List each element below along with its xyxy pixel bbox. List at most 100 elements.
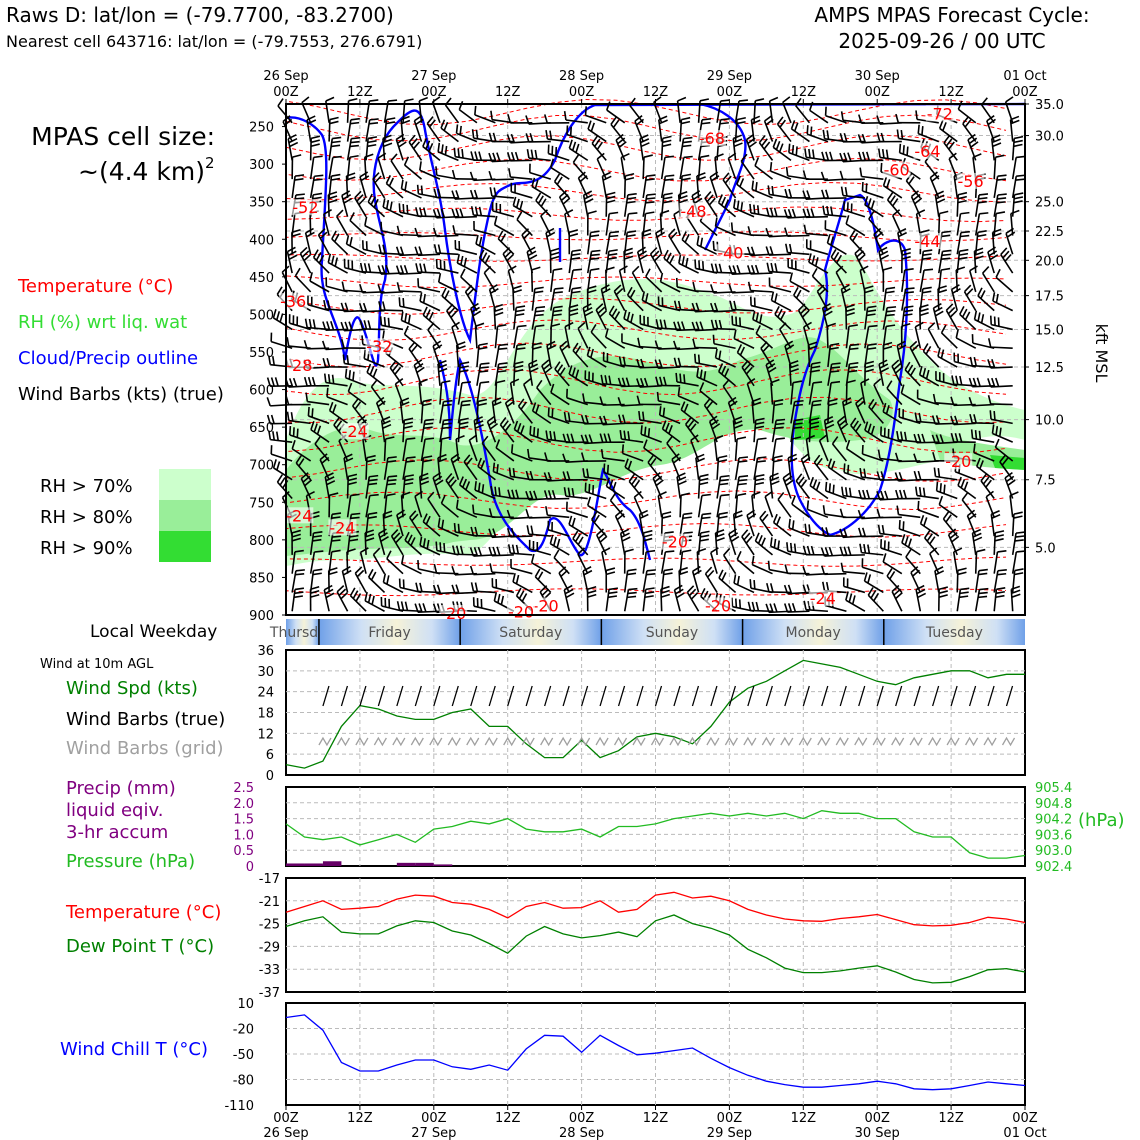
wind-barb-feather [477,398,488,403]
wind-barb-feather [808,148,811,158]
wind-barb [695,453,705,480]
wind-barb-feather [547,407,550,417]
wind-barb-feather [870,589,877,599]
wind-barb-feather [687,420,695,429]
wind-barb-feather [608,249,618,253]
grid-wind-barb [318,736,332,747]
wind-barb [422,513,441,537]
wind-barb [586,249,601,274]
wind-barb-feather [849,362,859,365]
wind-barb-shaft [564,326,571,349]
wind-barb [746,509,757,537]
wind-barb-feather [313,531,323,534]
wind-barb [270,445,293,462]
wind-barb-feather [550,383,555,393]
wind-barb [753,456,767,480]
wind-barb-feather [506,509,512,519]
wind-barb-feather [845,439,851,449]
wind-barb-feather [822,302,831,309]
wind-barb [460,268,478,293]
wind-barb-feather [494,307,504,313]
wind-barb-feather [474,582,479,592]
wind-barb-feather [493,592,498,602]
wind-barb-feather [386,550,392,560]
wind-barb-feather [992,142,1002,148]
wind-barb-feather [628,473,636,482]
wind-barb-feather [850,343,860,347]
wind-barb-feather [968,513,977,521]
wind-barb [733,198,755,218]
wind-barb-feather [461,403,471,407]
wind-barb-feather [728,284,733,294]
wind-barb-feather [751,180,755,190]
wind-barb [402,417,414,443]
wind-barb-feather [794,418,804,422]
wind-barb [845,439,866,462]
wind-barb-feather [569,308,579,313]
wind-barb-feather [294,174,305,177]
wind-barb-feather [995,594,1005,599]
wind-barb [636,395,662,406]
wind-barb [877,524,902,537]
wind-barb-feather [621,532,630,538]
wind-barb-feather [606,101,611,111]
wind-barb-feather [715,537,725,542]
wind-barb [345,172,356,198]
wind-barb-shaft [491,571,514,575]
wind-barb [882,286,896,311]
wind-barb-feather [924,530,931,539]
surface-wind-barb [414,685,422,707]
wind-barb-feather [1013,196,1024,200]
wind-barb-feather [639,134,649,140]
wind-barb-feather [360,175,370,182]
wind-barb [309,174,324,199]
wind-barb-feather [764,115,773,122]
wind-barb [481,435,497,462]
wind-barb [495,439,515,462]
wind-barb-feather [314,550,324,553]
wind-barb [584,482,607,500]
wind-barb-feather [728,528,737,535]
wind-barb-feather [914,412,918,422]
wind-barb-feather [367,193,373,203]
wind-barb-shaft [754,165,773,180]
wind-barb-shaft [456,507,478,519]
wind-barb [494,362,508,386]
wind-barb-feather [351,136,361,140]
wind-barb-feather [471,129,475,139]
wind-barb [656,391,681,406]
wind-barb-feather [629,289,636,299]
wind-barb-feather [516,347,526,350]
wind-barb-feather [808,253,812,263]
wind-barb-feather [582,393,586,403]
temperature-dewpoint-panel: Temperature (°C) Dew Point T (°C) -37-33… [65,872,1026,1001]
wind-barb-feather [475,129,479,139]
wind-barb-feather [357,415,366,423]
wind-barb-feather [497,323,507,328]
surface-wind-barb [747,685,755,707]
wind-barb-feather [583,306,593,313]
wind-barb-shaft [362,439,367,462]
wind-barb-feather [352,398,359,407]
wind-barb-feather [880,367,890,373]
wind-barb-feather [811,268,818,277]
wind-barb-feather [367,515,377,519]
wind-barb-feather [415,207,419,217]
precip-legend-line2: liquid eqiv. [66,800,163,821]
wind-barb-feather [458,476,464,486]
wind-barb-feather [683,136,693,140]
wind-barb [386,550,404,575]
wind-barb-feather [1013,511,1023,515]
wind-barb-feather [513,420,519,430]
wind-barb [1011,135,1024,161]
wind-barb-feather [880,254,889,260]
wind-barb-feather [791,436,802,440]
wind-barb-shaft [529,171,552,180]
wind-barb [545,130,570,143]
wind-barb-feather [535,404,540,414]
temperature-contour-label: -20 [662,533,688,552]
wind-barb-shaft [602,457,625,462]
wind-barb-feather [913,433,918,443]
series-line [285,1014,1026,1091]
